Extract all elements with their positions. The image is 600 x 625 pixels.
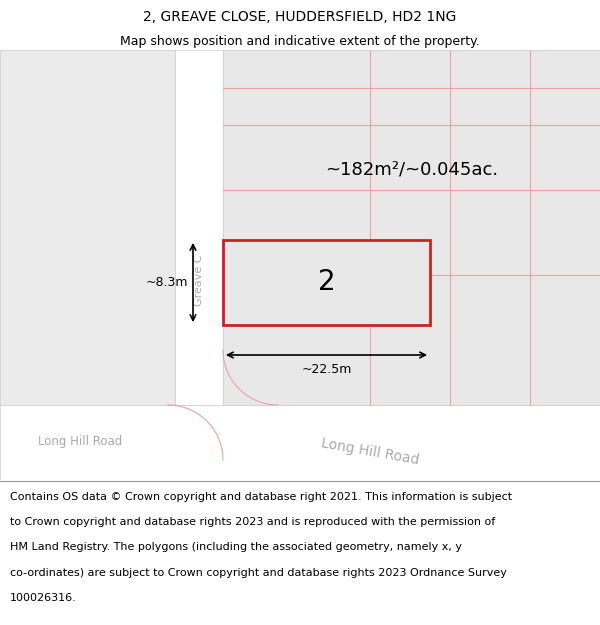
Text: 2, GREAVE CLOSE, HUDDERSFIELD, HD2 1NG: 2, GREAVE CLOSE, HUDDERSFIELD, HD2 1NG	[143, 10, 457, 24]
Text: 2: 2	[317, 269, 335, 296]
Bar	[175, 50, 223, 405]
Text: ~22.5m: ~22.5m	[301, 363, 352, 376]
Text: Long Hill Road: Long Hill Road	[38, 436, 122, 449]
Text: ~182m²/~0.045ac.: ~182m²/~0.045ac.	[325, 161, 498, 179]
Text: co-ordinates) are subject to Crown copyright and database rights 2023 Ordnance S: co-ordinates) are subject to Crown copyr…	[10, 568, 507, 578]
Text: HM Land Registry. The polygons (including the associated geometry, namely x, y: HM Land Registry. The polygons (includin…	[10, 542, 462, 552]
Text: Map shows position and indicative extent of the property.: Map shows position and indicative extent…	[120, 35, 480, 48]
Bar	[0, 405, 600, 480]
Bar	[223, 240, 430, 325]
Text: ~8.3m: ~8.3m	[146, 276, 188, 289]
Text: Long Hill Road: Long Hill Road	[320, 436, 420, 468]
Text: Greave C: Greave C	[194, 254, 204, 306]
Text: to Crown copyright and database rights 2023 and is reproduced with the permissio: to Crown copyright and database rights 2…	[10, 517, 496, 527]
Bar	[0, 50, 175, 405]
Bar	[223, 50, 600, 405]
Text: 100026316.: 100026316.	[10, 593, 77, 603]
Text: Contains OS data © Crown copyright and database right 2021. This information is : Contains OS data © Crown copyright and d…	[10, 492, 512, 502]
